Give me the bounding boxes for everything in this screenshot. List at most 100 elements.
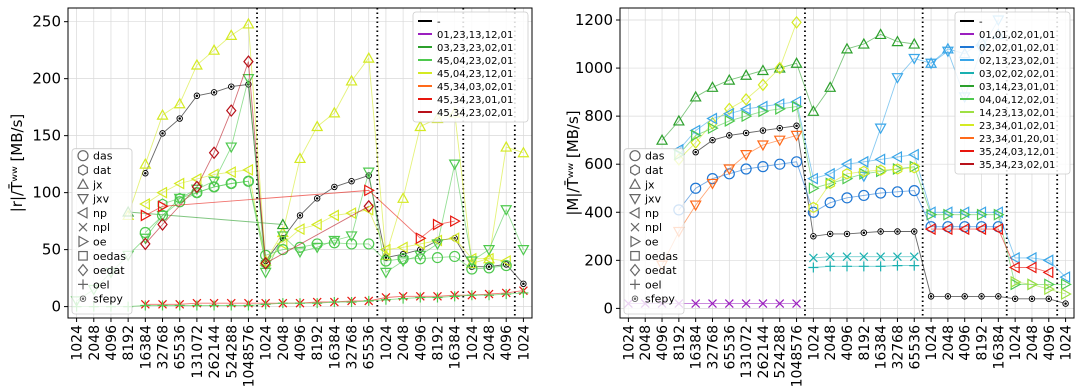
data-point xyxy=(499,254,511,268)
data-point xyxy=(1042,266,1054,279)
series-12 xyxy=(808,252,919,263)
x-tick-label: 8192 xyxy=(975,325,991,361)
data-point xyxy=(775,102,786,115)
data-point xyxy=(672,114,685,126)
data-point xyxy=(140,237,151,251)
series-legend: - 01,23,13,12,01 03,23,23,02,01 45,04,23,02… xyxy=(412,11,529,123)
data-point xyxy=(345,74,358,86)
series-legend-box xyxy=(954,11,1071,175)
panel-2: 0 200 400 600 800 1000 1200 |M|/T̄ʷʷ [MB/s] 1024… xyxy=(563,7,1075,391)
legend-marker-label: sfepy xyxy=(645,293,675,306)
data-point xyxy=(707,116,718,130)
legend-marker-sfepy-center xyxy=(81,297,85,300)
data-point xyxy=(724,102,735,116)
data-point xyxy=(909,162,920,174)
data-point xyxy=(790,156,803,168)
data-point xyxy=(432,218,444,231)
data-point xyxy=(328,235,341,247)
series-14 xyxy=(1010,275,1072,300)
data-point-center xyxy=(195,94,199,98)
data-point xyxy=(379,249,392,260)
data-point xyxy=(465,256,478,268)
data-point xyxy=(689,200,702,212)
data-point xyxy=(691,129,702,142)
data-point xyxy=(450,215,461,228)
data-point xyxy=(857,171,870,183)
legend-marker-label: oedas xyxy=(93,250,126,263)
data-point xyxy=(823,167,835,180)
marker-legend-box xyxy=(623,148,685,315)
legend-series-label: 45,34,23,01,01 xyxy=(437,95,513,106)
data-point xyxy=(225,29,238,40)
x-tick-label: 4096 xyxy=(655,325,671,361)
data-point xyxy=(741,299,751,309)
data-point xyxy=(859,252,869,262)
data-point xyxy=(482,252,494,265)
legend-marker-label: oel xyxy=(645,278,662,291)
series-0 xyxy=(656,28,921,145)
data-point xyxy=(500,205,513,216)
data-point xyxy=(1060,287,1072,300)
data-point xyxy=(842,261,852,272)
data-point xyxy=(277,298,288,309)
data-point xyxy=(790,57,803,68)
data-point-center xyxy=(761,129,765,132)
data-point xyxy=(415,292,426,303)
data-point xyxy=(174,192,185,205)
data-point xyxy=(379,267,392,279)
data-point xyxy=(276,231,289,243)
data-point xyxy=(857,37,870,49)
x-tick-label: 1048576 xyxy=(790,325,806,387)
legend-marker-label: np xyxy=(93,207,107,220)
x-tick-label: 524288 xyxy=(224,325,240,378)
data-point-center xyxy=(350,179,353,183)
data-point xyxy=(792,299,801,309)
data-point xyxy=(758,299,768,309)
data-point xyxy=(362,203,374,216)
data-point xyxy=(825,177,836,190)
x-tick-label: 1024 xyxy=(1059,325,1075,361)
x-tick-label: 2048 xyxy=(87,325,103,361)
data-point xyxy=(1025,251,1037,264)
data-point xyxy=(891,73,904,84)
data-point xyxy=(311,238,323,250)
data-point xyxy=(448,232,460,245)
data-point xyxy=(1025,261,1037,274)
series-line xyxy=(661,33,915,141)
series-11 xyxy=(808,260,920,273)
x-tick-label: 2048 xyxy=(1025,325,1041,361)
x-tick-label: 2048 xyxy=(941,325,957,361)
legend-marker-jx xyxy=(76,178,90,189)
data-point xyxy=(364,184,375,197)
data-point xyxy=(960,208,971,221)
data-point xyxy=(706,112,718,125)
data-point xyxy=(517,245,530,256)
data-point xyxy=(139,157,152,169)
data-point-center xyxy=(212,91,216,94)
x-tick-label: 131072 xyxy=(739,325,755,378)
data-point xyxy=(993,208,1005,221)
data-point-center xyxy=(161,132,164,135)
data-point xyxy=(397,256,410,268)
data-point-center xyxy=(419,248,422,251)
x-tick-label: 4096 xyxy=(958,325,974,361)
data-point-center xyxy=(522,282,525,286)
series-line xyxy=(931,228,1049,273)
data-point-center xyxy=(711,138,714,142)
data-point-center xyxy=(144,172,147,175)
x-tick-label: 262144 xyxy=(756,325,772,379)
data-point xyxy=(226,177,237,190)
x-tick-label: 16384 xyxy=(874,325,890,370)
y-tick-label: 0 xyxy=(51,298,61,316)
x-tick-label: 1024 xyxy=(516,325,532,361)
data-point xyxy=(924,206,936,219)
series-line xyxy=(813,167,915,208)
legend-series-label: 35,24,03,12,01 xyxy=(979,147,1055,158)
data-point xyxy=(225,166,236,179)
data-point xyxy=(773,61,786,73)
data-point xyxy=(824,81,837,92)
data-point xyxy=(656,133,669,145)
data-point xyxy=(924,223,936,236)
legend-series-label: 45,04,23,12,01 xyxy=(437,69,513,80)
data-point-center xyxy=(896,230,899,233)
